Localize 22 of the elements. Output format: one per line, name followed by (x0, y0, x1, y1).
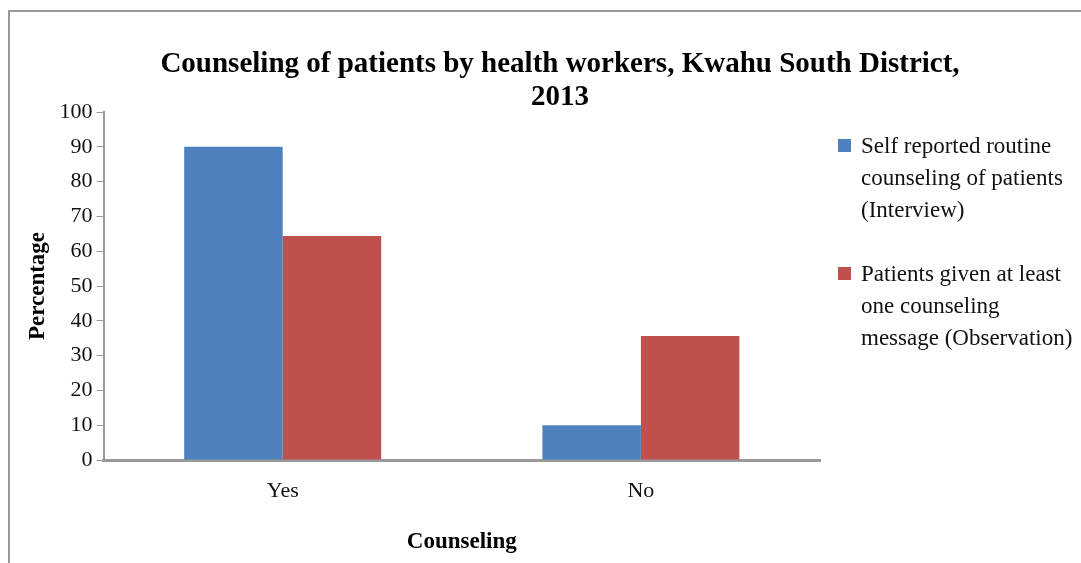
legend-label: Patients given at least one counseling message (Observation) (861, 260, 1074, 352)
y-axis-title: Percentage (23, 231, 49, 341)
y-tick-label: 20 (70, 376, 93, 402)
y-tick-label: 80 (70, 167, 93, 193)
y-tick-label: 0 (81, 445, 93, 471)
legend-label: Self reported routine counseling of patients (Interview) (861, 132, 1064, 224)
bar (184, 146, 283, 460)
x-tick-label: Yes (266, 476, 299, 502)
x-axis-title: Counseling (406, 528, 518, 554)
y-tick-label: 30 (70, 341, 93, 367)
chart-title: Counseling of patients by health workers, Kwahu South District, 2013 (160, 46, 960, 112)
y-tick-label: 100 (59, 97, 93, 123)
bar (282, 235, 382, 460)
y-tick-label: 50 (70, 271, 93, 297)
y-tick-label: 10 (70, 410, 93, 436)
bar (542, 425, 641, 460)
y-tick-label: 40 (70, 306, 93, 332)
y-tick-label: 70 (70, 202, 93, 228)
bar (640, 336, 740, 460)
x-tick-label: No (627, 476, 655, 502)
y-tick-label: 60 (70, 236, 93, 262)
y-tick-label: 90 (70, 132, 93, 158)
